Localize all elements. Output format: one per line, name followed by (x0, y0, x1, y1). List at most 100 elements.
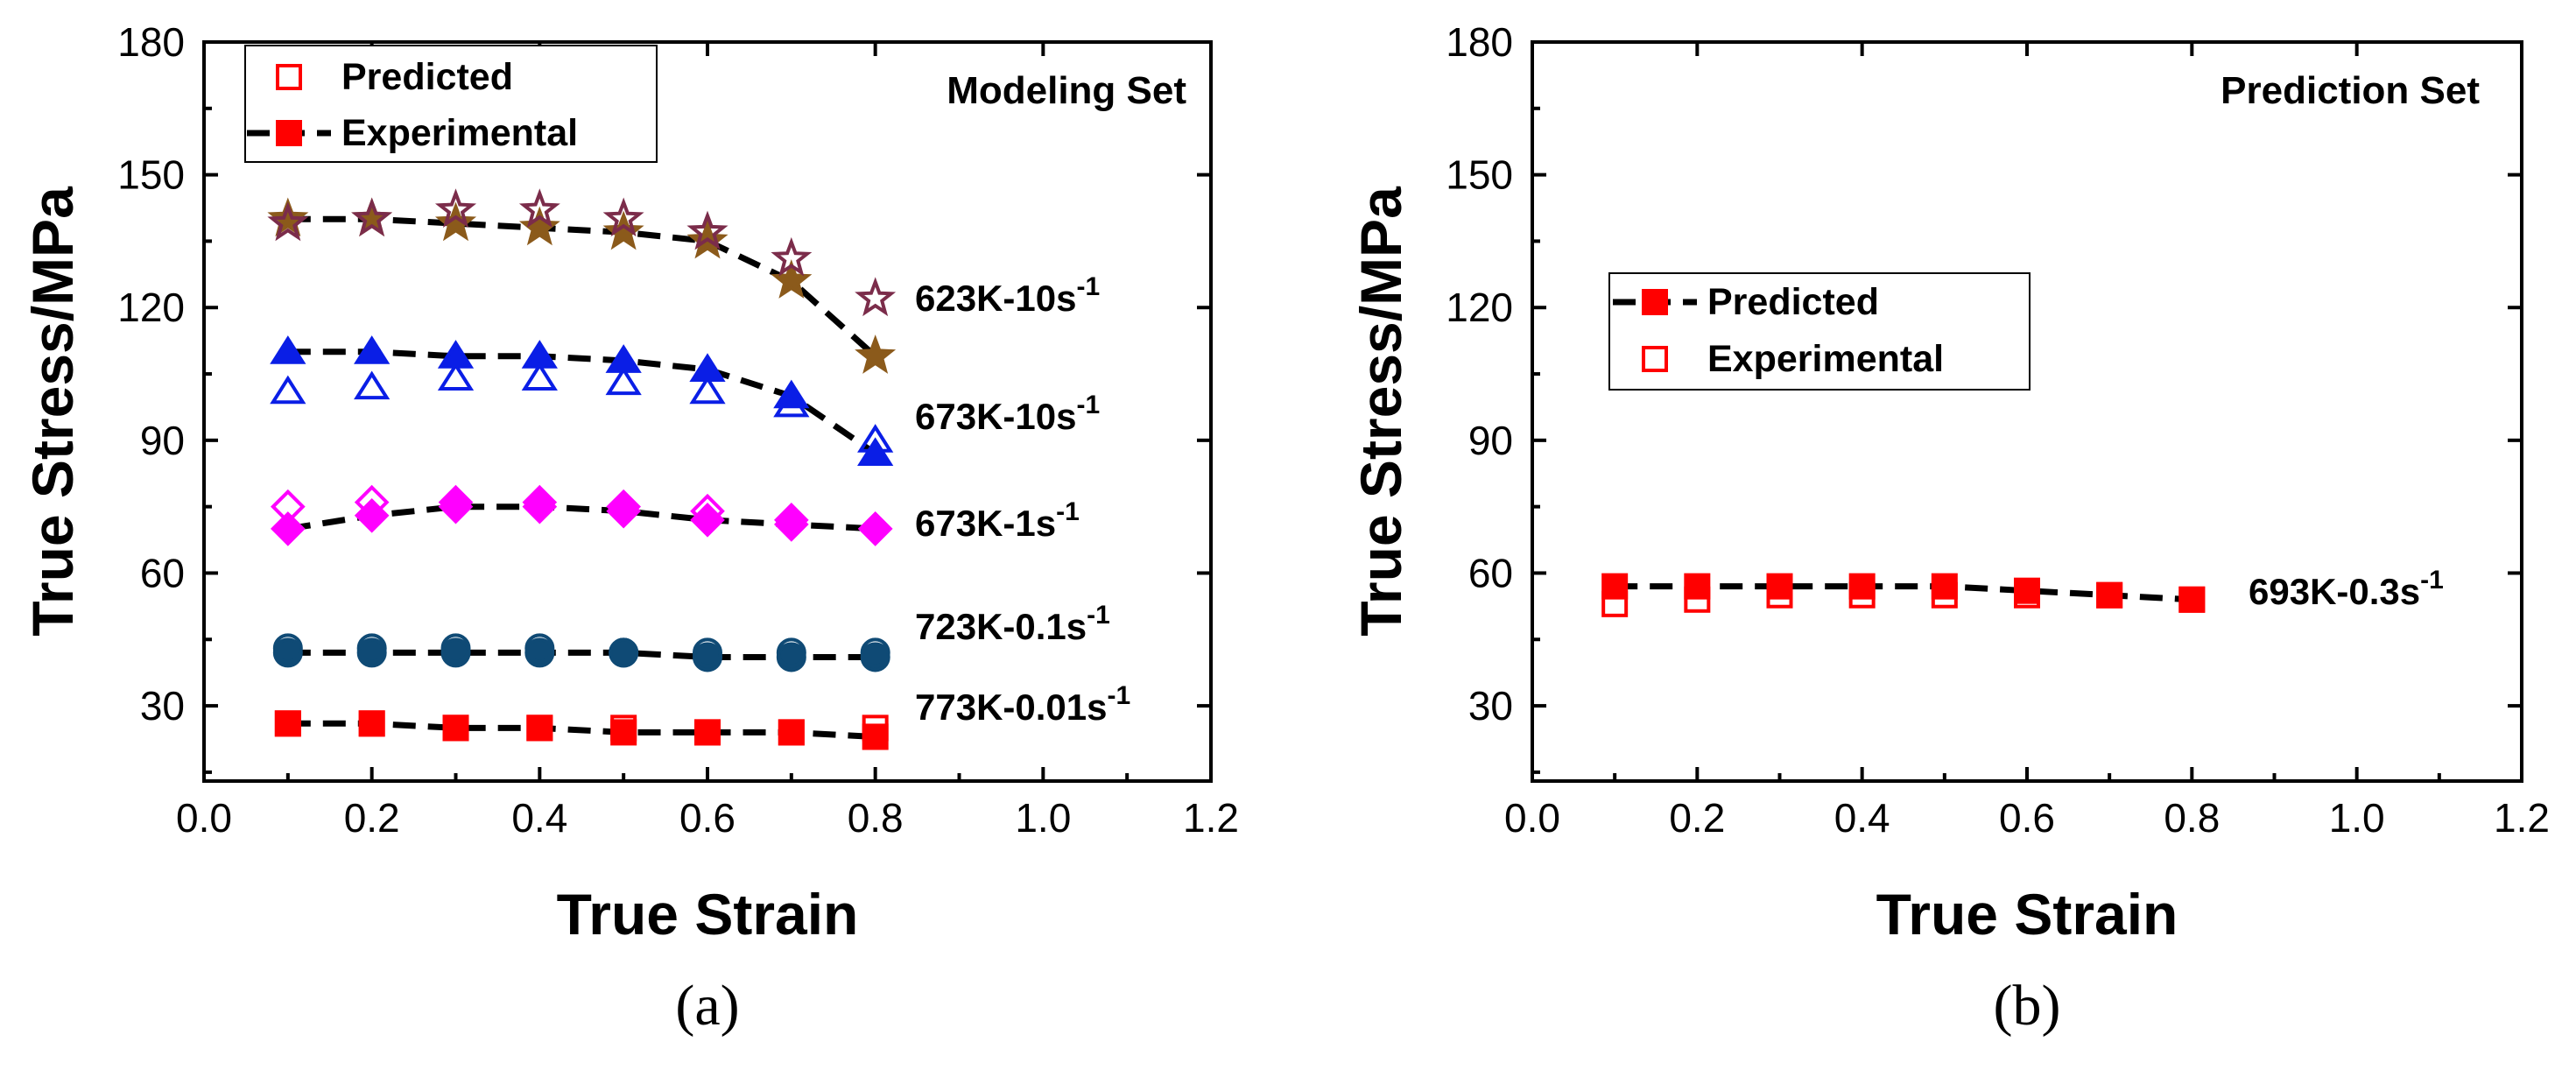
experimental-point (438, 489, 474, 524)
curve-label: 673K-10s-1 (915, 391, 1100, 437)
predicted-point (271, 489, 306, 524)
x-tick-label: 0.4 (511, 795, 567, 841)
x-tick-label: 1.2 (2494, 795, 2550, 841)
curve-label: 623K-10s-1 (915, 272, 1100, 319)
predicted-point (356, 633, 387, 664)
predicted-point (855, 277, 897, 317)
legend-box (1608, 272, 2031, 391)
experimental-point (274, 710, 301, 737)
predicted-point (774, 502, 809, 538)
experimental-point (2096, 581, 2123, 609)
set-title: Modeling Set (947, 69, 1186, 112)
x-tick-label: 0.2 (1669, 795, 1725, 841)
experimental-point (271, 511, 306, 546)
predicted-point (690, 493, 725, 529)
predicted-point (771, 236, 813, 277)
legend-filled-square (1642, 289, 1668, 315)
y-tick-label: 60 (1468, 550, 1513, 595)
predicted-point (602, 197, 644, 237)
experimental-point (1766, 573, 1793, 600)
x-tick-label: 1.0 (2329, 795, 2385, 841)
x-tick-label: 1.0 (1015, 795, 1071, 841)
experimental-point (358, 710, 385, 737)
predicted-point (2178, 586, 2206, 613)
x-tick-label: 0.0 (176, 795, 232, 841)
chart-panel-b: 30 60 90 120 150 180 0.0 0.2 0.4 0.6 0.8 1.0 1.2 True… (1348, 19, 2550, 1038)
chart-panel-a: 30 60 90 120 150 180 0.0 0.2 0.4 0.6 0.8 1.0 1.2 True… (20, 19, 1239, 1038)
y-tick-label: 30 (1468, 683, 1513, 729)
predicted-point (351, 197, 393, 237)
predicted-point (440, 633, 471, 664)
predicted-point (1601, 590, 1629, 617)
legend-label-row1: Predicted (1707, 281, 1879, 323)
series-773K-0.01s: 773K-0.01s-1 (274, 681, 1130, 750)
predicted-point (522, 484, 558, 520)
panel-label: (a) (675, 974, 739, 1038)
predicted-point (606, 489, 641, 524)
experimental-point (354, 335, 391, 364)
predicted-point (1848, 581, 1876, 609)
x-tick-label: 0.8 (848, 795, 904, 841)
experimental-point (1848, 573, 1876, 600)
predicted-point (1931, 581, 1958, 609)
predicted-point (442, 715, 469, 742)
predicted-point (438, 484, 474, 520)
y-axis-title: True Stress/MPa (20, 186, 85, 637)
experimental-point (434, 201, 477, 242)
predicted-point (358, 710, 385, 737)
predicted-point (694, 719, 721, 746)
y-tick-label: 180 (1446, 19, 1513, 65)
y-axis-title: True Stress/MPa (1348, 186, 1413, 637)
predicted-point (437, 362, 475, 391)
experimental-point (862, 723, 889, 750)
experimental-point (694, 719, 721, 746)
y-tick-label: 90 (1468, 418, 1513, 463)
predicted-point (434, 188, 477, 229)
predicted-point (857, 511, 893, 546)
panel-label: (b) (1994, 974, 2061, 1038)
legend-hollow-square (276, 64, 302, 90)
y-tick-label: 150 (117, 152, 185, 198)
experimental-point (774, 507, 809, 542)
experimental-point (1931, 573, 1958, 600)
x-tick-label: 0.0 (1504, 795, 1560, 841)
experimental-point (778, 719, 805, 746)
predicted-point (686, 210, 728, 250)
legend-box (244, 45, 658, 163)
predicted-point (2014, 581, 2040, 609)
y-tick-label: 120 (1446, 285, 1513, 330)
predicted-point (1766, 581, 1793, 609)
set-title: Prediction Set (2221, 69, 2480, 112)
y-tick-label: 180 (117, 19, 185, 65)
predicted-point (354, 484, 390, 520)
experimental-dash-line (287, 649, 876, 660)
experimental-point (526, 715, 553, 742)
experimental-point (518, 206, 560, 246)
predicted-point (776, 637, 806, 668)
predicted-point (267, 201, 309, 242)
predicted-point (610, 715, 637, 742)
experimental-dash-line (1615, 583, 2192, 603)
y-tick-label: 90 (140, 418, 185, 463)
predicted-point (524, 633, 555, 664)
predicted-point (860, 637, 890, 668)
series-723K-0.1s: 723K-0.1s-1 (272, 601, 1110, 672)
predicted-point (521, 362, 558, 391)
experimental-point (857, 511, 893, 546)
x-tick-label: 0.6 (679, 795, 735, 841)
predicted-point (605, 366, 642, 396)
legend: Predicted Experimental (244, 45, 658, 163)
experimental-point (522, 489, 558, 524)
x-axis-title: True Strain (557, 882, 859, 947)
predicted-point (689, 375, 726, 405)
experimental-point (855, 334, 897, 374)
x-tick-label: 0.6 (1999, 795, 2055, 841)
y-tick-label: 150 (1446, 152, 1513, 198)
legend-filled-square (276, 120, 302, 146)
predicted-point (518, 188, 560, 229)
series-623K-10s: 623K-10s-1 (267, 188, 1100, 374)
series-673K-1s: 673K-1s-1 (271, 484, 1080, 546)
experimental-point (270, 335, 306, 364)
experimental-point (606, 493, 641, 529)
x-tick-label: 0.8 (2164, 795, 2220, 841)
